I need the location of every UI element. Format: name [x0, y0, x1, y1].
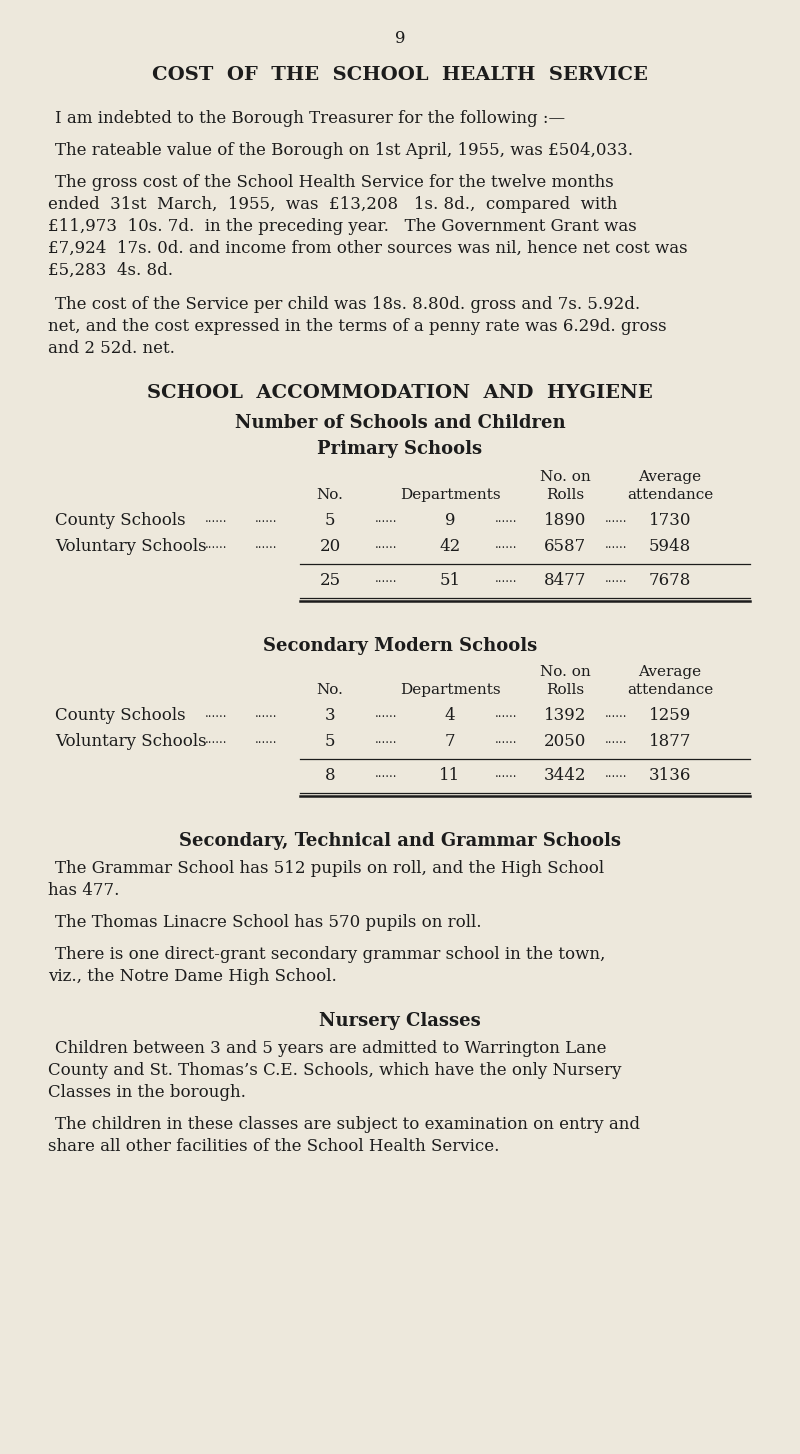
Text: Rolls: Rolls [546, 489, 584, 502]
Text: 5: 5 [325, 512, 335, 529]
Text: 51: 51 [439, 571, 461, 589]
Text: 25: 25 [319, 571, 341, 589]
Text: ......: ...... [205, 707, 227, 720]
Text: 9: 9 [394, 31, 406, 47]
Text: ......: ...... [605, 571, 627, 585]
Text: ......: ...... [255, 707, 278, 720]
Text: County Schools: County Schools [55, 707, 186, 724]
Text: 8: 8 [325, 768, 335, 784]
Text: I am indebted to the Borough Treasurer for the following :—: I am indebted to the Borough Treasurer f… [55, 111, 565, 126]
Text: 7: 7 [445, 733, 455, 750]
Text: Rolls: Rolls [546, 683, 584, 696]
Text: COST  OF  THE  SCHOOL  HEALTH  SERVICE: COST OF THE SCHOOL HEALTH SERVICE [152, 65, 648, 84]
Text: Voluntary Schools: Voluntary Schools [55, 733, 206, 750]
Text: 1890: 1890 [544, 512, 586, 529]
Text: Nursery Classes: Nursery Classes [319, 1012, 481, 1029]
Text: Number of Schools and Children: Number of Schools and Children [234, 414, 566, 432]
Text: 7678: 7678 [649, 571, 691, 589]
Text: 9: 9 [445, 512, 455, 529]
Text: ......: ...... [205, 538, 227, 551]
Text: attendance: attendance [627, 489, 713, 502]
Text: 20: 20 [319, 538, 341, 555]
Text: ......: ...... [205, 733, 227, 746]
Text: Secondary, Technical and Grammar Schools: Secondary, Technical and Grammar Schools [179, 832, 621, 851]
Text: ......: ...... [495, 538, 518, 551]
Text: The children in these classes are subject to examination on entry and: The children in these classes are subjec… [55, 1117, 640, 1133]
Text: ......: ...... [495, 571, 518, 585]
Text: 1392: 1392 [544, 707, 586, 724]
Text: The rateable value of the Borough on 1st April, 1955, was £504,033.: The rateable value of the Borough on 1st… [55, 142, 633, 158]
Text: £7,924  17s. 0d. and income from other sources was nil, hence net cost was: £7,924 17s. 0d. and income from other so… [48, 240, 688, 257]
Text: County Schools: County Schools [55, 512, 186, 529]
Text: ......: ...... [495, 768, 518, 779]
Text: ......: ...... [605, 512, 627, 525]
Text: ended  31st  March,  1955,  was  £13,208   1s. 8d.,  compared  with: ended 31st March, 1955, was £13,208 1s. … [48, 196, 618, 212]
Text: and 2 52d. net.: and 2 52d. net. [48, 340, 175, 358]
Text: Voluntary Schools: Voluntary Schools [55, 538, 206, 555]
Text: ......: ...... [605, 707, 627, 720]
Text: ......: ...... [495, 512, 518, 525]
Text: £5,283  4s. 8d.: £5,283 4s. 8d. [48, 262, 173, 279]
Text: ......: ...... [495, 707, 518, 720]
Text: The Grammar School has 512 pupils on roll, and the High School: The Grammar School has 512 pupils on rol… [55, 859, 604, 877]
Text: SCHOOL  ACCOMMODATION  AND  HYGIENE: SCHOOL ACCOMMODATION AND HYGIENE [147, 384, 653, 401]
Text: County and St. Thomas’s C.E. Schools, which have the only Nursery: County and St. Thomas’s C.E. Schools, wh… [48, 1061, 622, 1079]
Text: 42: 42 [439, 538, 461, 555]
Text: ......: ...... [375, 768, 398, 779]
Text: Primary Schools: Primary Schools [318, 441, 482, 458]
Text: The Thomas Linacre School has 570 pupils on roll.: The Thomas Linacre School has 570 pupils… [55, 915, 482, 931]
Text: ......: ...... [605, 733, 627, 746]
Text: Departments: Departments [400, 683, 500, 696]
Text: Average: Average [638, 470, 702, 484]
Text: ......: ...... [255, 538, 278, 551]
Text: 8477: 8477 [544, 571, 586, 589]
Text: 3: 3 [325, 707, 335, 724]
Text: net, and the cost expressed in the terms of a penny rate was 6.29d. gross: net, and the cost expressed in the terms… [48, 318, 666, 334]
Text: 11: 11 [439, 768, 461, 784]
Text: Average: Average [638, 664, 702, 679]
Text: ......: ...... [375, 512, 398, 525]
Text: 6587: 6587 [544, 538, 586, 555]
Text: ......: ...... [605, 538, 627, 551]
Text: 5: 5 [325, 733, 335, 750]
Text: Classes in the borough.: Classes in the borough. [48, 1085, 246, 1101]
Text: has 477.: has 477. [48, 883, 119, 899]
Text: ......: ...... [375, 538, 398, 551]
Text: The cost of the Service per child was 18s. 8.80d. gross and 7s. 5.92d.: The cost of the Service per child was 18… [55, 297, 640, 313]
Text: There is one direct-grant secondary grammar school in the town,: There is one direct-grant secondary gram… [55, 947, 606, 963]
Text: 5948: 5948 [649, 538, 691, 555]
Text: Children between 3 and 5 years are admitted to Warrington Lane: Children between 3 and 5 years are admit… [55, 1040, 606, 1057]
Text: No.: No. [317, 683, 343, 696]
Text: No. on: No. on [540, 470, 590, 484]
Text: attendance: attendance [627, 683, 713, 696]
Text: 4: 4 [445, 707, 455, 724]
Text: Secondary Modern Schools: Secondary Modern Schools [263, 637, 537, 654]
Text: viz., the Notre Dame High School.: viz., the Notre Dame High School. [48, 968, 337, 984]
Text: ......: ...... [605, 768, 627, 779]
Text: share all other facilities of the School Health Service.: share all other facilities of the School… [48, 1138, 499, 1154]
Text: 1259: 1259 [649, 707, 691, 724]
Text: ......: ...... [375, 733, 398, 746]
Text: The gross cost of the School Health Service for the twelve months: The gross cost of the School Health Serv… [55, 174, 614, 190]
Text: ......: ...... [255, 733, 278, 746]
Text: 1730: 1730 [649, 512, 691, 529]
Text: ......: ...... [255, 512, 278, 525]
Text: Departments: Departments [400, 489, 500, 502]
Text: ......: ...... [375, 707, 398, 720]
Text: £11,973  10s. 7d.  in the preceding year.   The Government Grant was: £11,973 10s. 7d. in the preceding year. … [48, 218, 637, 236]
Text: 3442: 3442 [544, 768, 586, 784]
Text: ......: ...... [205, 512, 227, 525]
Text: 1877: 1877 [649, 733, 691, 750]
Text: 2050: 2050 [544, 733, 586, 750]
Text: No.: No. [317, 489, 343, 502]
Text: ......: ...... [495, 733, 518, 746]
Text: ......: ...... [375, 571, 398, 585]
Text: No. on: No. on [540, 664, 590, 679]
Text: 3136: 3136 [649, 768, 691, 784]
